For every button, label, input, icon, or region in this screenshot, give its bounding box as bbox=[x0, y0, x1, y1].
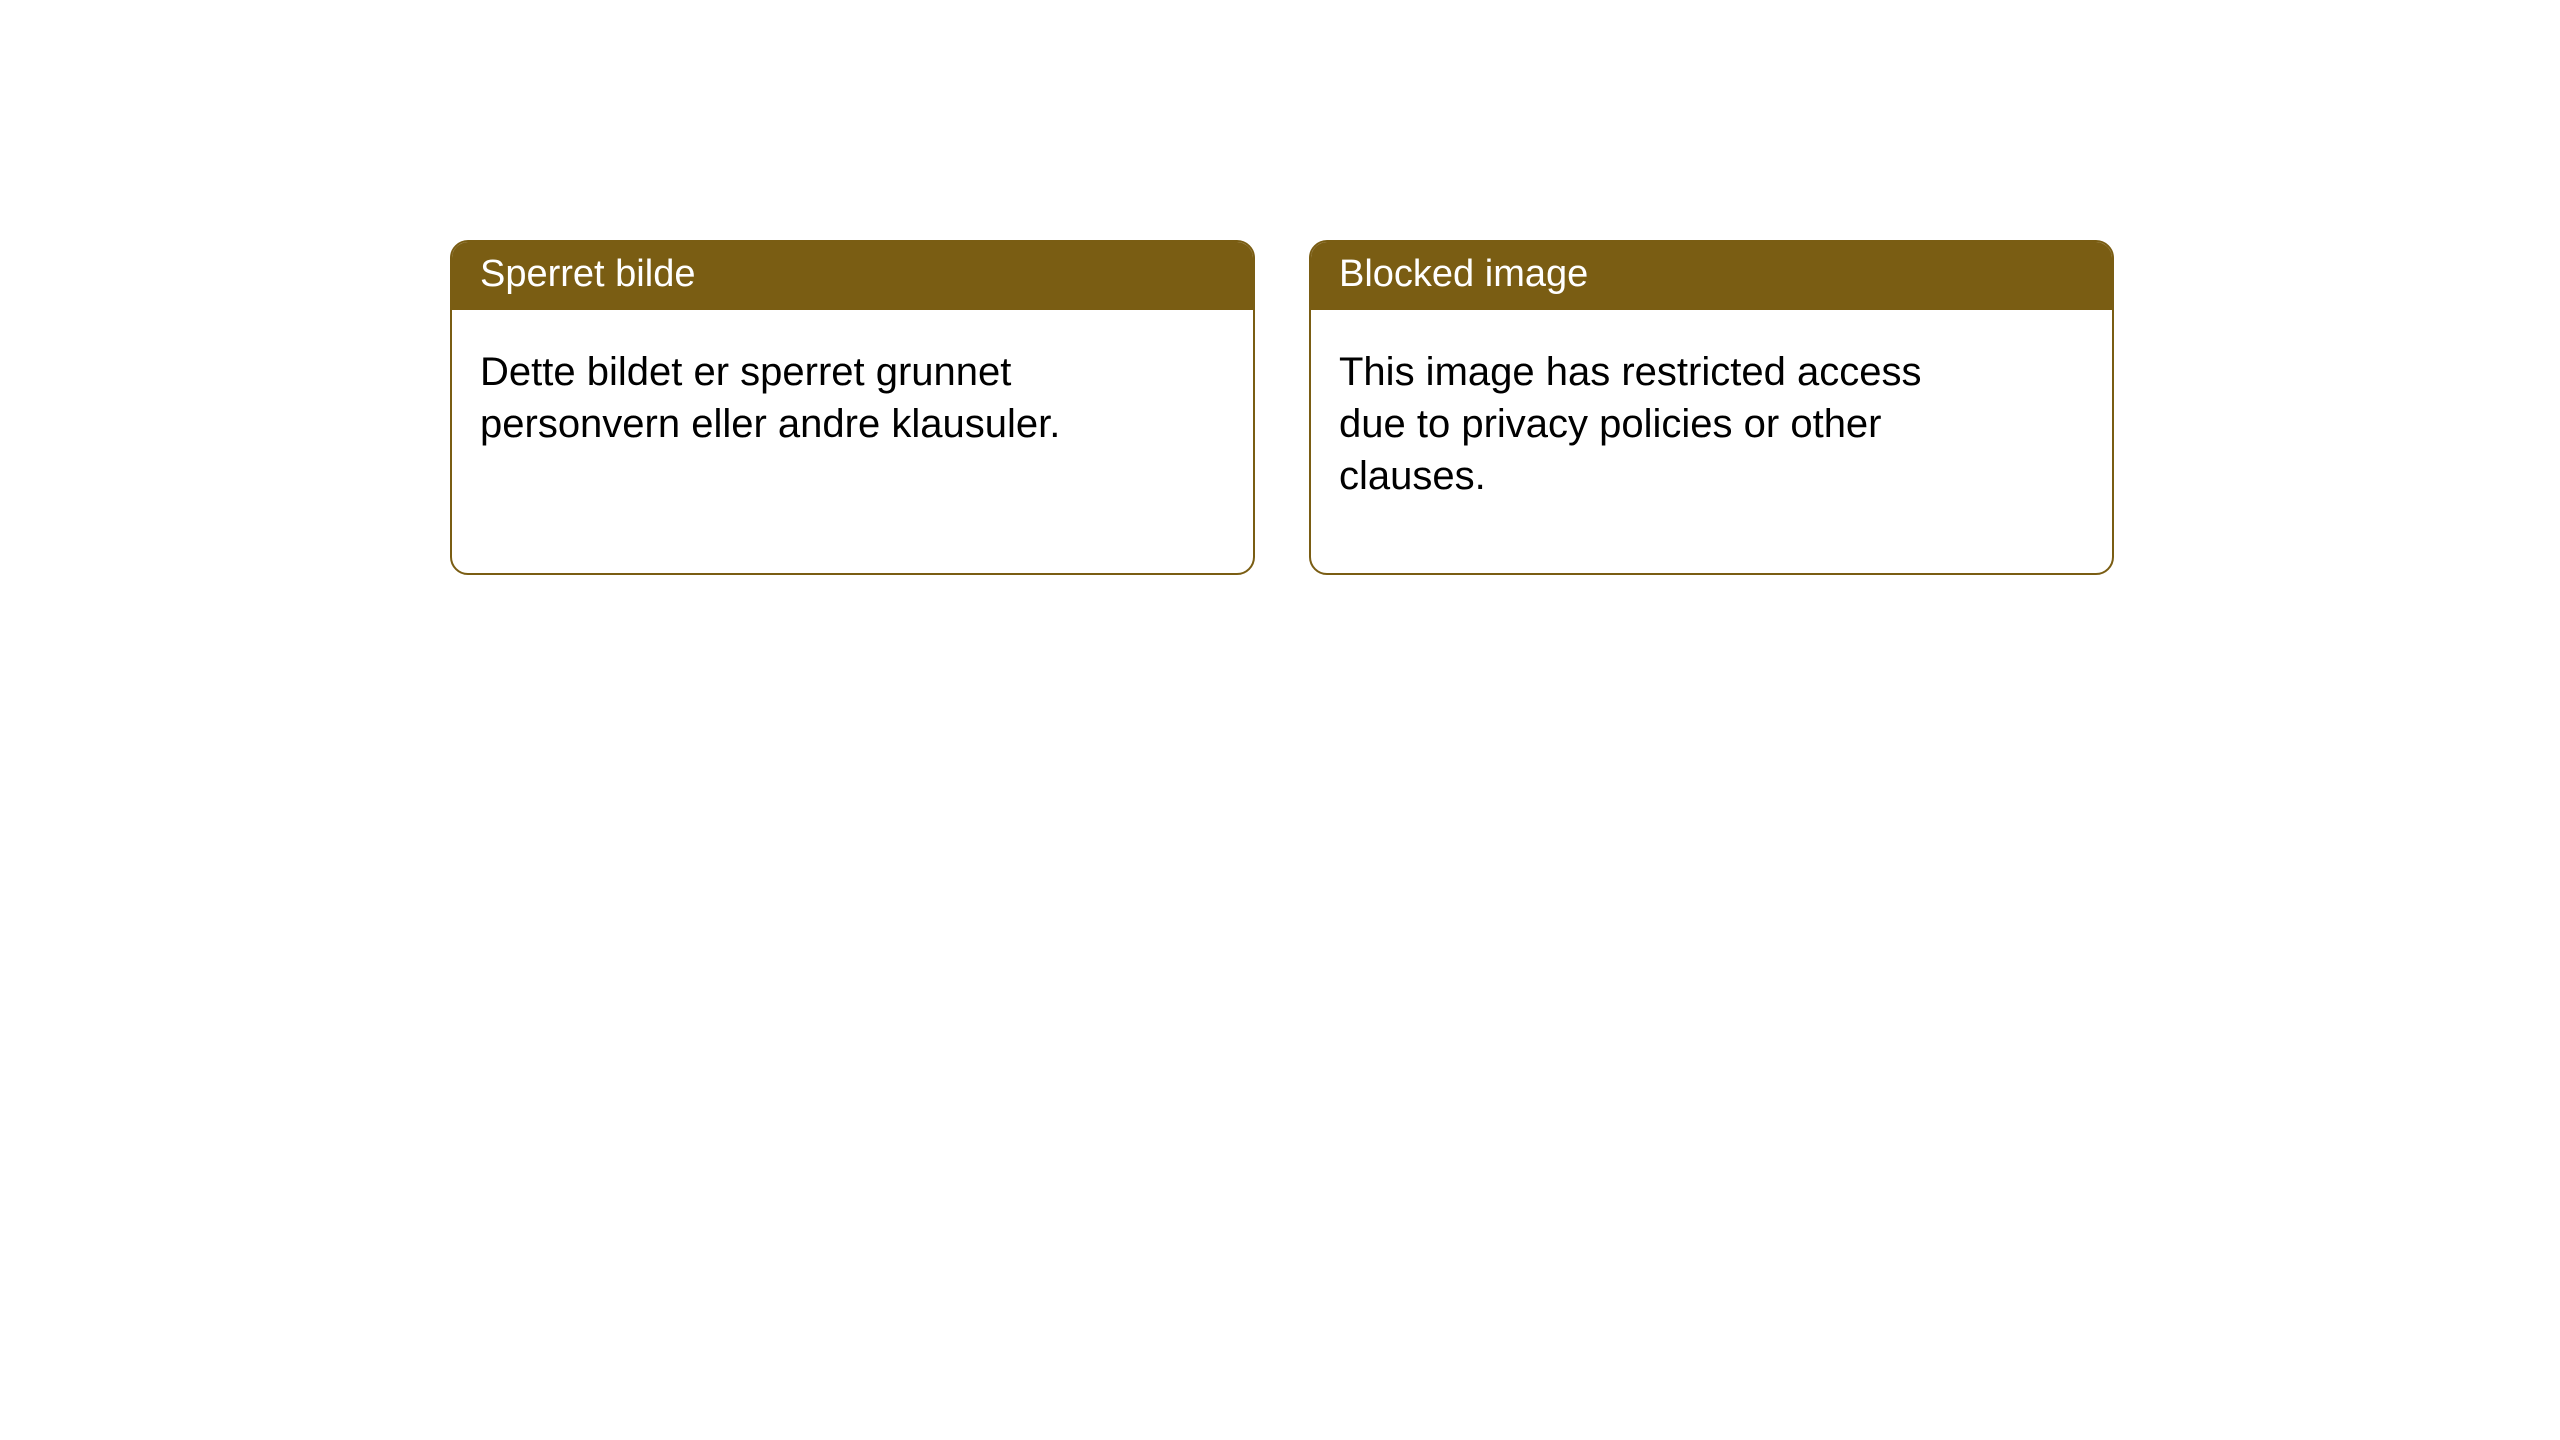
notice-title: Sperret bilde bbox=[452, 242, 1253, 310]
notice-message: Dette bildet er sperret grunnet personve… bbox=[452, 310, 1152, 478]
notice-container: Sperret bilde Dette bildet er sperret gr… bbox=[0, 0, 2560, 575]
notice-message: This image has restricted access due to … bbox=[1311, 310, 2011, 530]
notice-title: Blocked image bbox=[1311, 242, 2112, 310]
notice-card-norwegian: Sperret bilde Dette bildet er sperret gr… bbox=[450, 240, 1255, 575]
notice-card-english: Blocked image This image has restricted … bbox=[1309, 240, 2114, 575]
